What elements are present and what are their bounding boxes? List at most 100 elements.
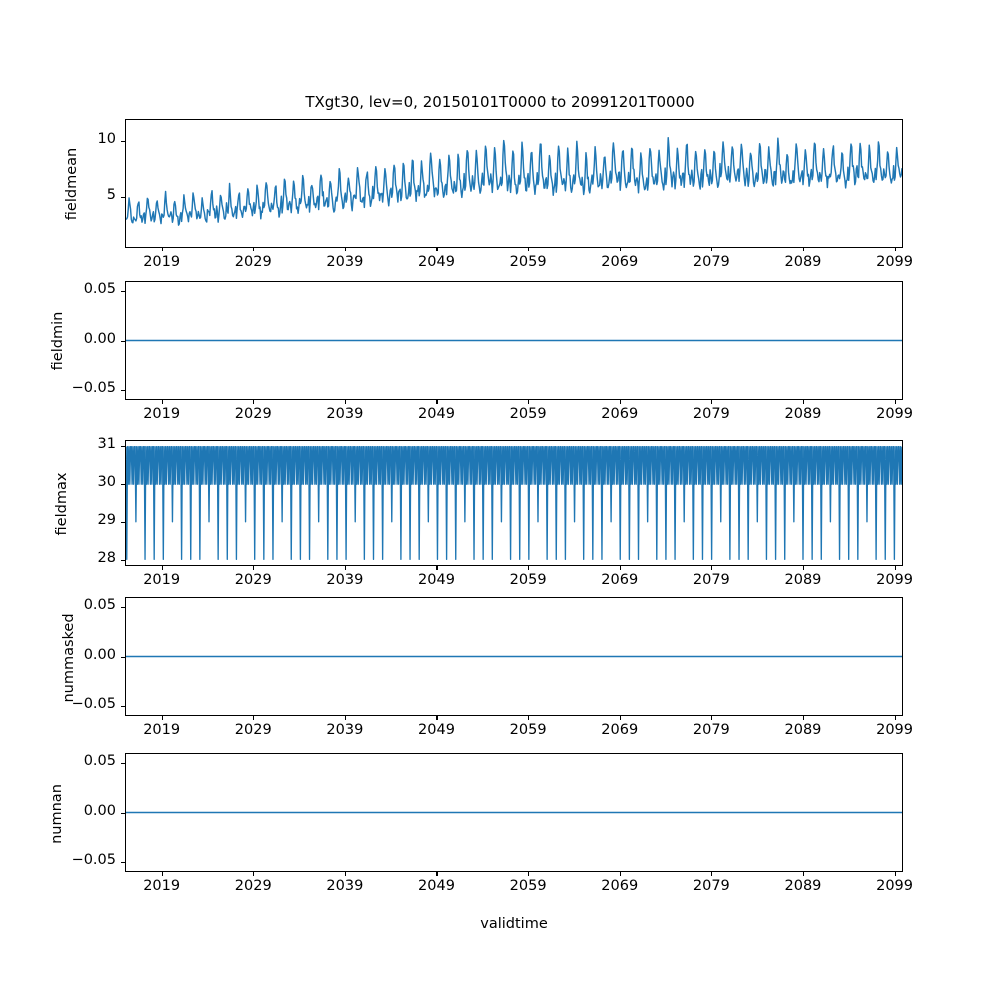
- y-tick-label: 0.05: [83, 280, 116, 297]
- x-tick-mark: [253, 247, 255, 252]
- x-tick-mark: [711, 566, 713, 570]
- x-tick-mark: [619, 716, 621, 720]
- x-tick-label: 2069: [601, 878, 639, 894]
- x-tick-mark: [436, 716, 438, 720]
- x-tick-mark: [253, 566, 255, 570]
- plot-line: [126, 136, 902, 226]
- x-tick-label: 2049: [418, 572, 455, 588]
- figure-title: TXgt30, lev=0, 20150101T0000 to 20991201…: [305, 93, 695, 111]
- x-tick-mark: [161, 872, 163, 876]
- plot-line: [126, 339, 902, 342]
- x-tick-label: 2039: [326, 572, 364, 588]
- axes-fieldmin: [125, 281, 903, 400]
- y-tick-mark: [121, 560, 125, 562]
- y-tick-mark: [121, 522, 125, 524]
- y-tick-mark: [121, 606, 125, 608]
- x-tick-label: 2019: [143, 722, 181, 738]
- x-tick-label: 2089: [784, 722, 822, 738]
- x-tick-label: 2089: [784, 878, 822, 894]
- axes-numnan: [125, 753, 903, 872]
- x-tick-label: 2039: [326, 253, 364, 270]
- x-tick-label: 2029: [234, 253, 272, 270]
- y-tick-label: −0.05: [71, 696, 116, 713]
- x-tick-mark: [344, 400, 346, 404]
- y-tick-mark: [121, 197, 125, 199]
- y-tick-label: 0.05: [83, 596, 116, 613]
- x-tick-label: 2079: [692, 722, 730, 738]
- x-tick-mark: [619, 566, 621, 570]
- x-tick-label: 2019: [143, 406, 181, 422]
- y-tick-mark: [121, 340, 125, 342]
- x-tick-label: 2049: [418, 253, 455, 270]
- x-tick-mark: [894, 716, 896, 720]
- x-tick-label: 2069: [601, 572, 639, 588]
- x-tick-label: 2099: [876, 878, 914, 894]
- x-tick-label: 2069: [601, 253, 639, 270]
- x-tick-mark: [161, 400, 163, 404]
- x-tick-mark: [436, 247, 438, 252]
- x-tick-mark: [344, 872, 346, 876]
- x-tick-label: 2059: [509, 253, 547, 270]
- x-tick-mark: [436, 566, 438, 570]
- axes-nummasked: [125, 597, 903, 716]
- y-tick-mark: [121, 762, 125, 764]
- x-tick-mark: [711, 872, 713, 876]
- x-tick-label: 2059: [509, 406, 547, 422]
- x-tick-mark: [802, 400, 804, 404]
- x-tick-mark: [344, 566, 346, 570]
- x-tick-label: 2019: [143, 572, 181, 588]
- x-tick-label: 2049: [418, 406, 455, 422]
- x-tick-label: 2099: [876, 406, 914, 422]
- y-tick-label: 31: [97, 435, 116, 452]
- y-tick-label: 29: [97, 512, 116, 529]
- x-tick-mark: [161, 566, 163, 570]
- y-tick-label: −0.05: [71, 380, 116, 397]
- x-tick-label: 2059: [509, 572, 547, 588]
- y-tick-mark: [121, 812, 125, 814]
- x-tick-mark: [802, 566, 804, 570]
- axes-fieldmean: [125, 118, 903, 248]
- x-tick-label: 2099: [876, 722, 914, 738]
- y-tick-mark: [121, 483, 125, 485]
- x-tick-mark: [436, 400, 438, 404]
- plot-line: [126, 445, 902, 561]
- x-tick-mark: [528, 716, 530, 720]
- x-tick-mark: [802, 872, 804, 876]
- x-tick-label: 2079: [692, 878, 730, 894]
- x-tick-mark: [894, 247, 896, 252]
- y-tick-label: 0.00: [83, 646, 116, 663]
- x-tick-label: 2029: [234, 406, 272, 422]
- x-tick-mark: [619, 400, 621, 404]
- x-tick-label: 2079: [692, 253, 730, 270]
- x-tick-label: 2079: [692, 572, 730, 588]
- x-tick-mark: [619, 247, 621, 252]
- x-tick-label: 2059: [509, 722, 547, 738]
- x-tick-label: 2089: [784, 253, 822, 270]
- plot-line: [126, 811, 902, 814]
- x-tick-label: 2049: [418, 722, 455, 738]
- x-tick-mark: [894, 566, 896, 570]
- x-tick-mark: [161, 247, 163, 252]
- x-tick-label: 2069: [601, 406, 639, 422]
- x-tick-label: 2049: [418, 878, 455, 894]
- y-tick-label: 28: [97, 550, 116, 567]
- y-tick-mark: [121, 390, 125, 392]
- x-tick-mark: [436, 872, 438, 876]
- x-tick-mark: [894, 400, 896, 404]
- x-tick-label: 2059: [509, 878, 547, 894]
- x-tick-label: 2019: [143, 878, 181, 894]
- x-tick-label: 2099: [876, 572, 914, 588]
- x-tick-mark: [802, 247, 804, 252]
- x-tick-mark: [528, 400, 530, 404]
- x-tick-label: 2099: [876, 253, 914, 270]
- x-tick-mark: [528, 247, 530, 252]
- plot-line: [126, 655, 902, 658]
- x-tick-label: 2029: [234, 722, 272, 738]
- y-tick-label: 0.00: [83, 802, 116, 819]
- x-tick-label: 2069: [601, 722, 639, 738]
- x-tick-mark: [253, 716, 255, 720]
- y-tick-label: 5: [106, 187, 116, 204]
- x-tick-mark: [619, 872, 621, 876]
- y-tick-label: 30: [97, 473, 116, 490]
